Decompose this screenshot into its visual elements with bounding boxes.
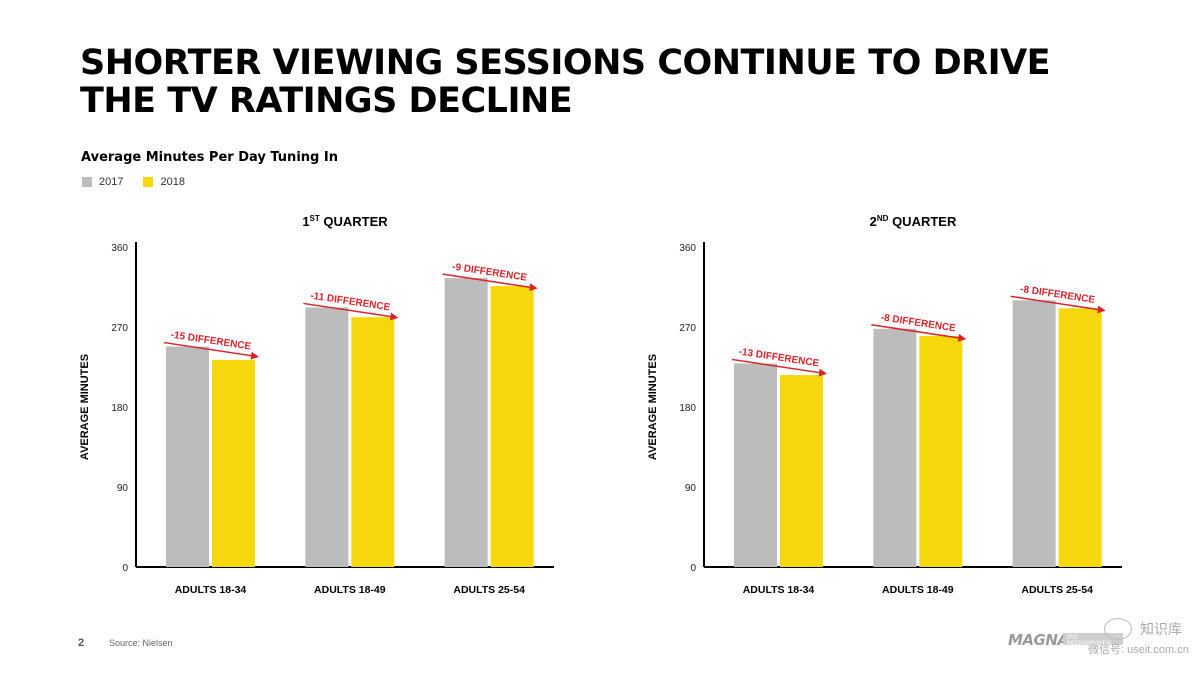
bar-2017: [1012, 300, 1056, 567]
difference-arrow: [1010, 295, 1106, 314]
y-axis-label: AVERAGE MINUTES: [79, 354, 91, 460]
legend-swatch-2017: [82, 177, 92, 187]
difference-arrow: [731, 358, 827, 377]
bar-2018: [212, 359, 255, 567]
x-category-label: ADULTS 25-54: [453, 584, 525, 596]
chart-title-number: 1: [302, 214, 309, 229]
chart-subtitle: Average Minutes Per Day Tuning In: [81, 150, 338, 165]
y-tick-label: 360: [679, 243, 696, 254]
legend-swatch-2018: [143, 177, 154, 187]
watermark-line2: 微信号: useit.com.cn: [1088, 644, 1189, 656]
legend: 2017 2018: [82, 176, 185, 188]
difference-arrow: [303, 302, 399, 321]
y-tick-label: 360: [111, 243, 128, 254]
watermark-line1: 知识库: [1140, 621, 1182, 637]
bar-2017: [444, 278, 488, 567]
bar-2017: [166, 346, 209, 567]
y-tick-label: 0: [690, 563, 696, 574]
wechat-icon: [1104, 618, 1132, 640]
watermark-top: 知识库: [1104, 618, 1182, 640]
chart-title: 2ND QUARTER: [870, 214, 957, 229]
chart-title: 1ST QUARTER: [302, 214, 388, 229]
x-category-label: ADULTS 18-34: [743, 584, 815, 596]
y-tick-label: 90: [117, 483, 129, 494]
bar-2018: [351, 317, 395, 567]
bar-2017: [873, 328, 917, 567]
chart-title-rest: QUARTER: [320, 214, 389, 229]
chart-title-superscript: ST: [310, 214, 320, 223]
x-category-label: ADULTS 25-54: [1021, 584, 1093, 596]
chart-title-rest: QUARTER: [888, 214, 957, 229]
chart-title-superscript: ND: [877, 214, 889, 223]
y-tick-label: 270: [679, 323, 696, 334]
y-tick-label: 180: [111, 403, 128, 414]
bar-2017: [734, 363, 777, 567]
source-note: Source: Nielsen: [109, 638, 173, 648]
bar-2017: [305, 307, 349, 567]
bar-2018: [490, 286, 534, 567]
difference-arrow: [163, 341, 259, 360]
bar-2018: [919, 335, 963, 567]
difference-arrow: [442, 273, 538, 292]
legend-label-2018: 2018: [160, 176, 185, 188]
x-category-label: ADULTS 18-49: [882, 584, 954, 596]
x-category-label: ADULTS 18-49: [314, 584, 386, 596]
x-category-label: ADULTS 18-34: [175, 584, 247, 596]
chart-q1: 1ST QUARTER AVERAGE MINUTES 0 90 180 270 360 AD…: [79, 214, 554, 596]
legend-label-2017: 2017: [99, 176, 124, 188]
bar-2018: [780, 375, 823, 567]
difference-arrow: [871, 324, 967, 342]
y-tick-label: 270: [111, 323, 128, 334]
legend-item-2018: 2018: [143, 176, 185, 188]
magna-logo: MAGNA: [1008, 631, 1069, 649]
y-tick-label: 180: [679, 403, 696, 414]
chart-q2: 2ND QUARTER AVERAGE MINUTES 0 90 180 270 360 AD…: [647, 214, 1122, 596]
legend-item-2017: 2017: [82, 176, 123, 188]
page-number: 2: [78, 637, 85, 649]
bar-2018: [1058, 308, 1102, 567]
y-tick-label: 90: [685, 483, 697, 494]
slide-title: SHORTER VIEWING SESSIONS CONTINUE TO DRI…: [80, 43, 1051, 121]
y-tick-label: 0: [122, 563, 128, 574]
y-axis-label: AVERAGE MINUTES: [647, 354, 659, 460]
chart-title-number: 2: [870, 214, 877, 229]
